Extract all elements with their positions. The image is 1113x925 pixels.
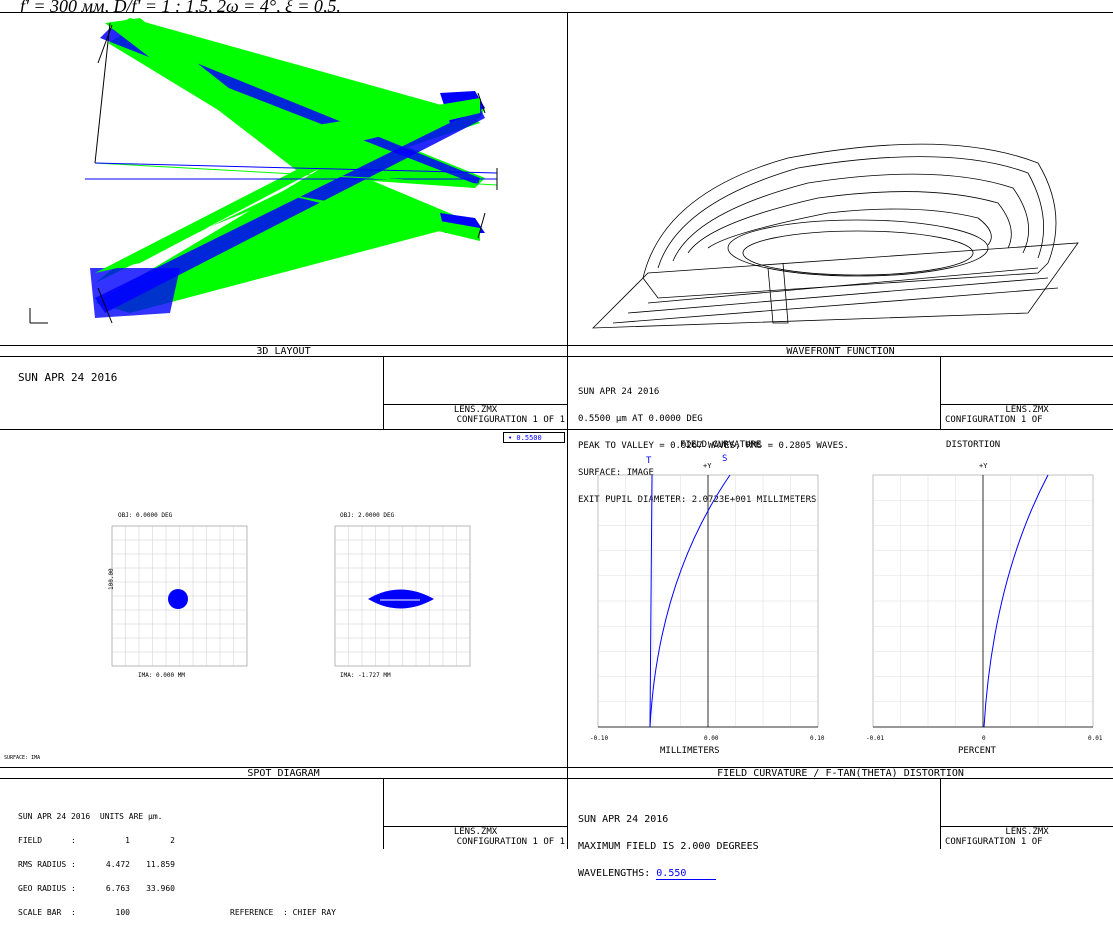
spot-obj2-label: OBJ: 2.0000 DEG xyxy=(340,512,395,519)
fcd-title: FIELD CURVATURE / F-TAN(THETA) DISTORTIO… xyxy=(568,767,1113,779)
layout-file: LENS.ZMX xyxy=(453,405,498,415)
spot-row: SCALE BAR : 100 REFERENCE : CHIEF RAY xyxy=(18,908,336,917)
spot-info-line: SUN APR 24 2016 UNITS ARE µm. xyxy=(18,812,163,821)
green-ray-overlay xyxy=(95,18,480,273)
fcd-info: SUN APR 24 2016 MAXIMUM FIELD IS 2.000 D… xyxy=(578,797,759,887)
layout-title: 3D LAYOUT xyxy=(0,345,567,357)
wavefront-info-line: 0.5500 µm AT 0.0000 DEG xyxy=(578,414,703,424)
fc-xlabel: MILLIMETERS xyxy=(660,746,720,756)
spot-file: LENS.ZMX xyxy=(453,827,498,837)
spot-axis-label: SURFACE: IMA xyxy=(4,755,41,761)
wavefront-title: WAVEFRONT FUNCTION xyxy=(568,345,1113,357)
wavefront-info-line: SURFACE: IMAGE xyxy=(578,468,654,478)
wavefront-plot xyxy=(591,143,1079,329)
wavefront-info-line: PEAK TO VALLEY = 0.9267 WAVES, RMS = 0.2… xyxy=(578,441,849,451)
spot-row: RMS RADIUS : 4.472 11.859 xyxy=(18,860,175,869)
vertical-divider xyxy=(567,12,568,849)
spot-field-1 xyxy=(168,589,188,609)
fc-tick-right: 0.10 xyxy=(810,735,825,742)
spot-config: CONFIGURATION 1 OF 1 xyxy=(456,837,565,847)
spot-row: FIELD : 1 2 xyxy=(18,836,175,845)
layout-config: CONFIGURATION 1 OF 1 xyxy=(456,415,565,425)
dist-title: DISTORTION xyxy=(946,440,1001,450)
page-caption: f' = 300 мм, D/f' = 1 : 1,5, 2ω = 4°, ξ … xyxy=(20,0,341,12)
fcd-config: CONFIGURATION 1 OF xyxy=(945,837,1043,847)
spot-wavelength-legend: • 0.5500 xyxy=(503,432,565,443)
spot-lens-box: LENS.ZMX CONFIGURATION 1 OF 1 xyxy=(383,779,567,849)
fc-dist-plot xyxy=(597,474,1094,728)
spot-field-2 xyxy=(368,589,434,609)
fc-tangential-curve xyxy=(649,474,653,728)
dist-tick-left: -0.01 xyxy=(866,735,885,742)
fcd-info-line: MAXIMUM FIELD IS 2.000 DEGREES xyxy=(578,841,759,852)
fcd-info-line: SUN APR 24 2016 xyxy=(578,814,669,825)
fcd-wavelength-value: 0.550 xyxy=(656,868,717,880)
spot-diagram-plot xyxy=(111,525,471,667)
wavefront-config: CONFIGURATION 1 OF xyxy=(945,415,1043,425)
layout-lens-box: LENS.ZMX CONFIGURATION 1 OF 1 xyxy=(383,357,567,429)
fcd-lens-box: LENS.ZMX CONFIGURATION 1 OF xyxy=(940,779,1113,849)
secondary-mirror-upper xyxy=(477,92,486,114)
fcd-file: LENS.ZMX xyxy=(1005,827,1049,837)
fc-title: FIELD CURVATURE xyxy=(680,440,762,450)
fc-label-y: +Y xyxy=(703,462,712,470)
primary-mirror-upper xyxy=(94,22,111,164)
layout-date: SUN APR 24 2016 xyxy=(18,371,118,384)
fc-sagittal-curve xyxy=(649,474,731,728)
axis-triad-icon xyxy=(29,308,48,324)
primary-mirror-lower xyxy=(97,287,113,324)
dist-label-y: +Y xyxy=(979,462,988,470)
dist-tick-mid: 0 xyxy=(982,735,986,742)
dist-curve xyxy=(983,474,1049,728)
spot-title: SPOT DIAGRAM xyxy=(0,767,567,779)
spot-row: GEO RADIUS : 6.763 33.960 xyxy=(18,884,175,893)
secondary-mirror-lower xyxy=(477,212,486,239)
wavefront-info-line: SUN APR 24 2016 xyxy=(578,387,660,397)
fcd-wavelengths-row: WAVELENGTHS: 0.550 xyxy=(578,868,759,880)
spot-ima2-label: IMA: -1.727 MM xyxy=(340,672,391,679)
fc-tick-left: -0.10 xyxy=(590,735,609,742)
layout-drawing xyxy=(29,18,498,324)
dist-tick-right: 0.01 xyxy=(1088,735,1103,742)
wavefront-lens-box: LENS.ZMX CONFIGURATION 1 OF xyxy=(940,357,1113,429)
spot-ima1-label: IMA: 0.000 MM xyxy=(138,672,185,679)
dist-xlabel: PERCENT xyxy=(958,746,996,756)
spot-obj1-label: OBJ: 0.0000 DEG xyxy=(118,512,173,519)
fc-label-t: T xyxy=(646,456,652,466)
fc-tick-mid: 0.00 xyxy=(704,735,719,742)
top-divider xyxy=(0,12,1113,13)
fc-label-s: S xyxy=(722,454,728,464)
wavefront-file: LENS.ZMX xyxy=(1005,405,1049,415)
